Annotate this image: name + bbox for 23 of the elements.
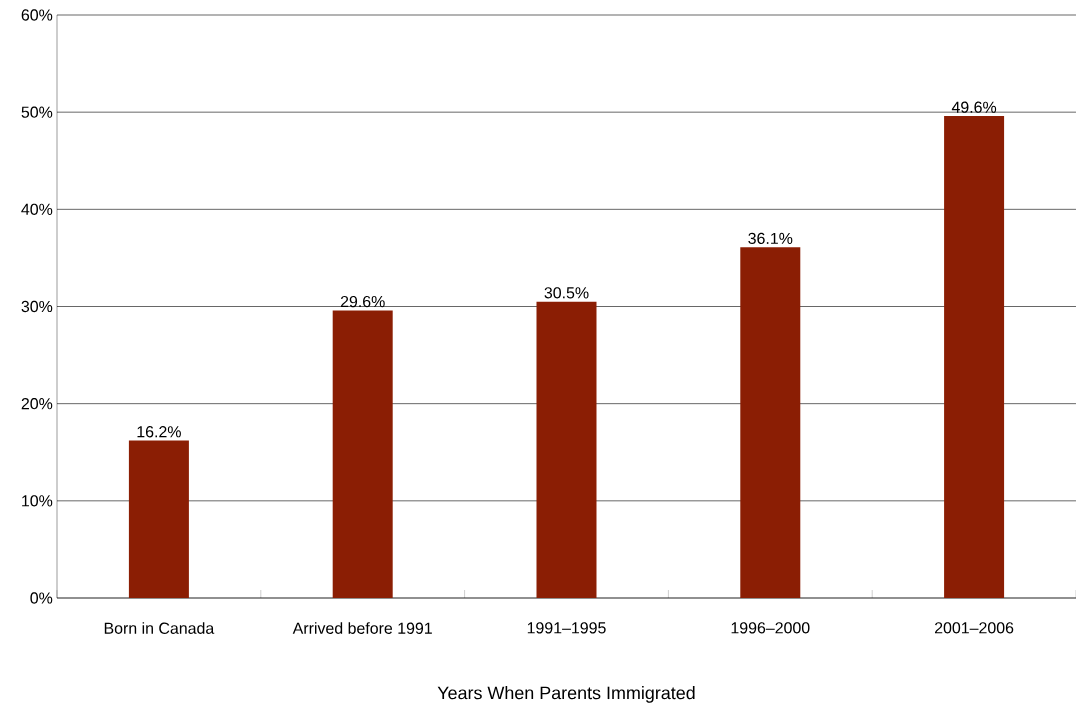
y-tick-label: 20% [21,398,53,410]
bar [332,310,393,598]
data-label: 16.2% [137,426,181,438]
x-tick-label: 2001–2006 [934,622,1014,634]
data-label: 49.6% [951,101,997,113]
bar [740,247,801,598]
y-tick-label: 40% [21,203,53,215]
x-tick-label: Born in Canada [104,622,215,634]
bar [536,301,597,598]
y-tick-label: 0% [30,592,53,604]
data-label: 30.5% [544,287,589,299]
x-tick-label: 1996–2000 [731,622,810,634]
y-tick-label: 50% [21,106,53,118]
y-tick-label: 30% [21,300,53,313]
bar [944,116,1005,598]
x-tick-label: Arrived before 1991 [292,622,432,634]
x-axis-title: Years When Parents Immigrated [437,686,695,703]
x-tick-label: 1991–1995 [527,622,606,634]
data-label: 36.1% [748,232,793,245]
bar [128,440,189,598]
y-tick-label: 10% [22,495,53,507]
y-tick-label: 60% [21,9,53,21]
data-label: 29.6% [340,295,385,308]
